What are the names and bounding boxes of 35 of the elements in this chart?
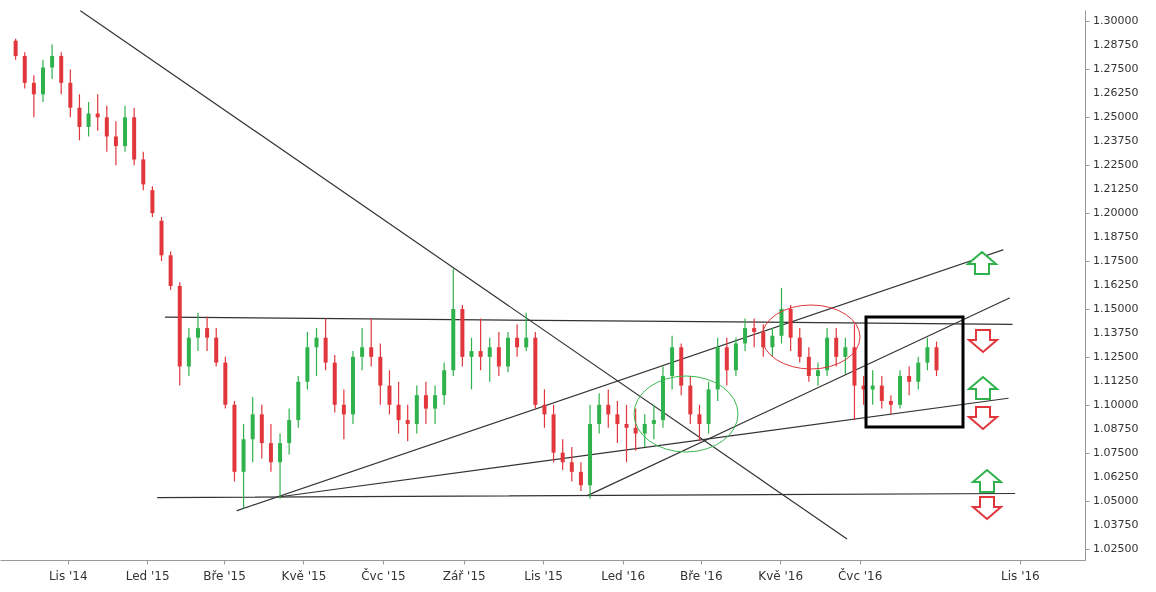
y-tick-label: 1.25000 [1093, 110, 1139, 124]
y-tick-label: 1.10000 [1093, 397, 1139, 411]
y-tick-label: 1.20000 [1093, 206, 1139, 220]
x-tick-label: Bře '16 [679, 568, 723, 583]
y-tick-label: 1.13750 [1093, 325, 1139, 339]
y-tick-label: 1.17500 [1093, 254, 1139, 268]
y-tick-label: 1.21250 [1093, 182, 1139, 196]
y-tick-label: 1.05000 [1093, 493, 1139, 507]
y-tick-label: 1.16250 [1093, 278, 1139, 291]
x-tick-label: Čvc '16 [837, 567, 883, 583]
x-tick-label: Bře '15 [203, 568, 246, 583]
y-tick-label: 1.18750 [1093, 230, 1139, 244]
x-tick-label: Kvě '16 [758, 568, 804, 583]
x-tick-label: Kvě '15 [281, 568, 327, 583]
x-tick-label: Čvc '15 [361, 567, 406, 583]
x-tick-label: Zář '15 [442, 568, 486, 583]
y-tick-label: 1.08750 [1093, 421, 1139, 435]
y-tick-label: 1.28750 [1093, 38, 1139, 52]
y-tick-label: 1.23750 [1093, 134, 1139, 148]
x-tick-label: Lis '15 [524, 568, 563, 583]
y-tick-label: 1.02500 [1093, 541, 1139, 555]
y-tick-label: 1.26250 [1093, 86, 1139, 100]
y-tick-label: 1.11250 [1093, 373, 1139, 387]
y-tick-label: 1.27500 [1093, 62, 1139, 76]
x-tick-label: Lis '14 [48, 568, 88, 583]
x-tick-label: Led '16 [601, 568, 646, 583]
y-tick-label: 1.15000 [1093, 301, 1139, 315]
y-tick-label: 1.30000 [1093, 14, 1139, 28]
x-tick-label: Lis '16 [1001, 568, 1040, 583]
y-tick-label: 1.07500 [1093, 445, 1139, 459]
y-tick-label: 1.03750 [1093, 517, 1139, 531]
y-tick-label: 1.12500 [1093, 349, 1139, 363]
x-tick-label: Led '15 [125, 568, 170, 583]
y-tick-label: 1.06250 [1093, 469, 1139, 483]
y-tick-label: 1.22500 [1093, 158, 1139, 172]
